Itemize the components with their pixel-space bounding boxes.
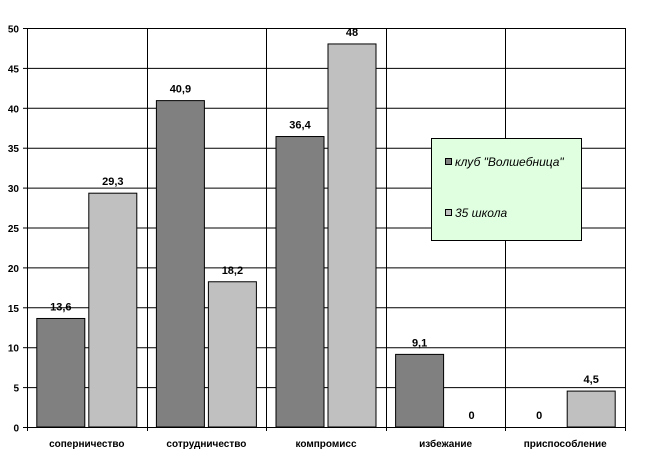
bar-club (395, 353, 445, 428)
bar-school (88, 192, 138, 428)
data-label: 18,2 (222, 265, 243, 277)
bar-club (275, 136, 325, 428)
legend-label: 35 школа (455, 206, 507, 220)
data-label: 0 (469, 410, 475, 422)
y-tick-label: 15 (8, 304, 20, 315)
data-label: 48 (346, 27, 358, 39)
y-tick-label: 0 (13, 424, 19, 435)
data-label: 9,1 (412, 337, 427, 349)
legend-swatch (445, 158, 452, 165)
data-label: 40,9 (170, 84, 191, 96)
x-category-label: соперничество (49, 439, 124, 450)
data-label: 36,4 (289, 120, 311, 132)
bar-school (207, 281, 257, 428)
y-tick-label: 10 (8, 344, 20, 355)
y-tick-label: 5 (13, 384, 19, 395)
legend-box (431, 138, 582, 241)
data-label: 13,6 (50, 301, 71, 313)
legend-label: клуб "Волшебница" (455, 155, 564, 169)
data-label: 29,3 (102, 176, 123, 188)
x-category-label: избежание (419, 438, 472, 450)
bar-club (36, 317, 86, 428)
y-tick-label: 50 (8, 25, 20, 36)
bar-school (566, 390, 616, 428)
x-category-label: сотрудничество (166, 439, 246, 450)
plot-area-border (27, 28, 626, 428)
bar-school (327, 43, 377, 428)
x-category-label: компромисс (295, 439, 356, 450)
y-tick-label: 35 (8, 144, 20, 155)
y-tick-label: 40 (8, 104, 20, 115)
x-category-label: приспособление (524, 438, 607, 450)
y-tick-label: 45 (8, 64, 20, 75)
bar-club (155, 100, 205, 428)
data-label: 0 (536, 410, 542, 422)
y-tick-label: 30 (8, 184, 20, 195)
y-tick-label: 25 (8, 224, 20, 235)
legend-swatch (445, 209, 452, 216)
data-label: 4,5 (584, 374, 599, 386)
y-tick-label: 20 (8, 264, 20, 275)
